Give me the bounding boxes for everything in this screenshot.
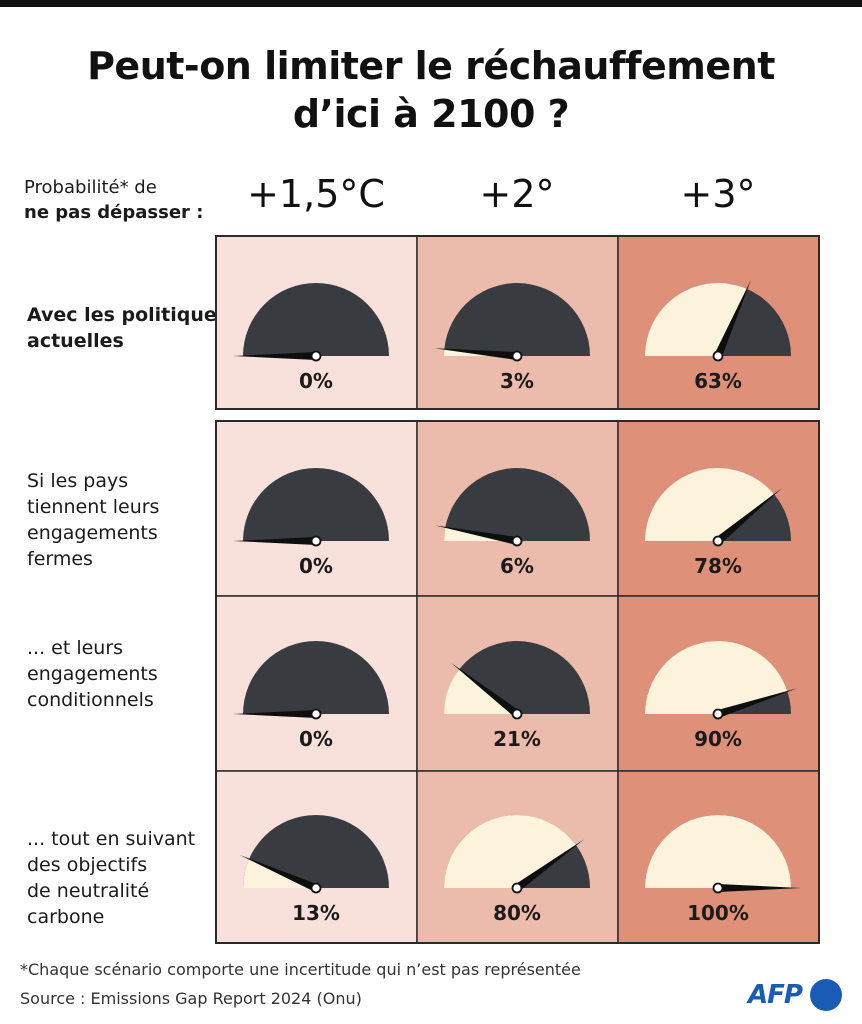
row-label-line: engagements bbox=[27, 522, 158, 544]
top-bar bbox=[0, 0, 862, 7]
gauge-pivot bbox=[310, 882, 322, 894]
row-label-firm-pledges: Si les pays tiennent leurs engagements f… bbox=[27, 468, 159, 572]
gauge-fill bbox=[645, 467, 775, 541]
gauge-background bbox=[243, 815, 389, 888]
gauge-pivot bbox=[310, 350, 322, 362]
gauge-needle bbox=[233, 710, 316, 718]
probability-label-line-2: ne pas dépasser : bbox=[24, 202, 204, 223]
probability-label: Probabilité* de ne pas dépasser : bbox=[24, 175, 203, 225]
gauge-needle bbox=[239, 855, 318, 892]
gauge-needle bbox=[233, 352, 316, 360]
gauge-value-label: 21% bbox=[493, 727, 541, 751]
row-label-net-zero: ... tout en suivant des objectifs de neu… bbox=[27, 826, 195, 930]
row-label-current-policies: Avec les politiques actuelles bbox=[27, 302, 228, 354]
row-label-line: ... tout en suivant bbox=[27, 828, 196, 850]
gauge-pivot bbox=[511, 535, 523, 547]
row-label-line: engagements bbox=[27, 663, 158, 685]
gauge-value-label: 0% bbox=[299, 727, 333, 751]
gauge-pivot bbox=[310, 535, 322, 547]
chart-title-line-1: Peut-on limiter le réchauffement bbox=[87, 44, 775, 88]
row-label-line: ... et leurs bbox=[27, 637, 124, 659]
gauge-value-label: 80% bbox=[493, 901, 541, 925]
gauge-grid-chart: 0% 3% 63% 0% 6% 78% 0% 21% 90% 13% 80% 100% bbox=[215, 235, 820, 944]
gauge-value-label: 100% bbox=[687, 901, 749, 925]
gauge-needle bbox=[714, 279, 751, 358]
gauge-fill bbox=[645, 815, 791, 888]
gauge-needle bbox=[451, 663, 520, 718]
gauge-pivot bbox=[712, 535, 724, 547]
gauge-needle bbox=[435, 525, 518, 545]
column-header-3: +3° bbox=[680, 172, 756, 216]
row-label-line: carbone bbox=[27, 906, 105, 928]
gauge-value-label: 6% bbox=[500, 554, 534, 578]
gauge-pivot bbox=[310, 708, 322, 720]
gauge-background bbox=[243, 468, 389, 541]
gauge-value-label: 13% bbox=[292, 901, 340, 925]
group-border-top bbox=[215, 235, 820, 410]
row-label-line: fermes bbox=[27, 548, 93, 570]
gauge-background bbox=[444, 468, 590, 541]
group-border-bottom bbox=[215, 420, 820, 944]
gauge-value-label: 0% bbox=[299, 554, 333, 578]
gauge-needle bbox=[716, 688, 797, 718]
probability-label-line-1: Probabilité* de bbox=[24, 177, 157, 198]
row-label-line: Si les pays bbox=[27, 470, 129, 492]
gauge-fill bbox=[645, 282, 747, 356]
afp-logo-text: AFP bbox=[748, 980, 803, 1010]
gauge-pivot bbox=[712, 708, 724, 720]
gauge-value-label: 3% bbox=[500, 369, 534, 393]
row-label-line: tiennent leurs bbox=[27, 496, 160, 518]
row-label-line: Avec les politiques bbox=[27, 304, 229, 326]
gauge-pivot bbox=[511, 350, 523, 362]
row-label-conditional-pledges: ... et leurs engagements conditionnels bbox=[27, 635, 158, 713]
gauge-needle bbox=[514, 839, 585, 892]
gauge-background bbox=[243, 641, 389, 714]
gauge-needle bbox=[434, 348, 518, 360]
gauge-fill bbox=[645, 640, 788, 714]
gauge-pivot bbox=[511, 708, 523, 720]
gauge-needle bbox=[718, 884, 801, 892]
afp-logo: AFP bbox=[748, 978, 848, 1014]
row-label-line: actuelles bbox=[27, 330, 124, 352]
gauge-fill bbox=[443, 814, 577, 888]
gauge-value-label: 90% bbox=[694, 727, 742, 751]
gauge-value-label: 78% bbox=[694, 554, 742, 578]
row-label-line: de neutralité bbox=[27, 880, 150, 902]
row-label-line: des objectifs bbox=[27, 854, 148, 876]
gauge-needle bbox=[715, 488, 782, 545]
column-header-2: +2° bbox=[479, 172, 555, 216]
gauge-value-label: 0% bbox=[299, 369, 333, 393]
row-label-line: conditionnels bbox=[27, 689, 154, 711]
column-header-1-5: +1,5°C bbox=[247, 172, 385, 216]
afp-logo-dot bbox=[810, 979, 842, 1011]
gauge-value-label: 63% bbox=[694, 369, 742, 393]
gauge-pivot bbox=[511, 882, 523, 894]
gauge-needle bbox=[233, 537, 316, 545]
gauge-background bbox=[444, 283, 590, 356]
gauge-background bbox=[243, 283, 389, 356]
footnote: *Chaque scénario comporte une incertitud… bbox=[20, 960, 581, 979]
gauge-pivot bbox=[712, 350, 724, 362]
chart-title-line-2: d’ici à 2100 ? bbox=[292, 92, 570, 136]
source-note: Source : Emissions Gap Report 2024 (Onu) bbox=[20, 989, 362, 1008]
gauge-pivot bbox=[712, 882, 724, 894]
